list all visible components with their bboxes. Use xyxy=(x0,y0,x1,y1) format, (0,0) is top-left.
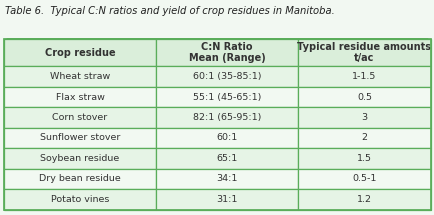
Text: Flax straw: Flax straw xyxy=(56,92,105,101)
Text: 34:1: 34:1 xyxy=(216,174,238,183)
Text: Sunflower stover: Sunflower stover xyxy=(40,134,120,143)
Text: 60:1 (35-85:1): 60:1 (35-85:1) xyxy=(193,72,261,81)
Text: 82:1 (65-95:1): 82:1 (65-95:1) xyxy=(193,113,261,122)
Text: Crop residue: Crop residue xyxy=(45,48,115,58)
Text: C:N Ratio
Mean (Range): C:N Ratio Mean (Range) xyxy=(189,42,266,63)
Text: 1-1.5: 1-1.5 xyxy=(352,72,377,81)
Text: 31:1: 31:1 xyxy=(216,195,238,204)
Text: Typical residue amounts
t/ac: Typical residue amounts t/ac xyxy=(297,42,431,63)
Text: Corn stover: Corn stover xyxy=(53,113,108,122)
Text: 1.2: 1.2 xyxy=(357,195,372,204)
Text: 55:1 (45-65:1): 55:1 (45-65:1) xyxy=(193,92,261,101)
Text: 1.5: 1.5 xyxy=(357,154,372,163)
Text: 2: 2 xyxy=(362,134,368,143)
Text: 60:1: 60:1 xyxy=(217,134,238,143)
Text: Soybean residue: Soybean residue xyxy=(40,154,120,163)
Text: 0.5: 0.5 xyxy=(357,92,372,101)
Text: 3: 3 xyxy=(362,113,368,122)
Text: Wheat straw: Wheat straw xyxy=(50,72,110,81)
Text: 0.5-1: 0.5-1 xyxy=(352,174,377,183)
Text: Table 6.  Typical C:N ratios and yield of crop residues in Manitoba.: Table 6. Typical C:N ratios and yield of… xyxy=(5,6,335,17)
Text: Potato vines: Potato vines xyxy=(51,195,109,204)
Text: 65:1: 65:1 xyxy=(217,154,238,163)
Text: Dry bean residue: Dry bean residue xyxy=(39,174,121,183)
